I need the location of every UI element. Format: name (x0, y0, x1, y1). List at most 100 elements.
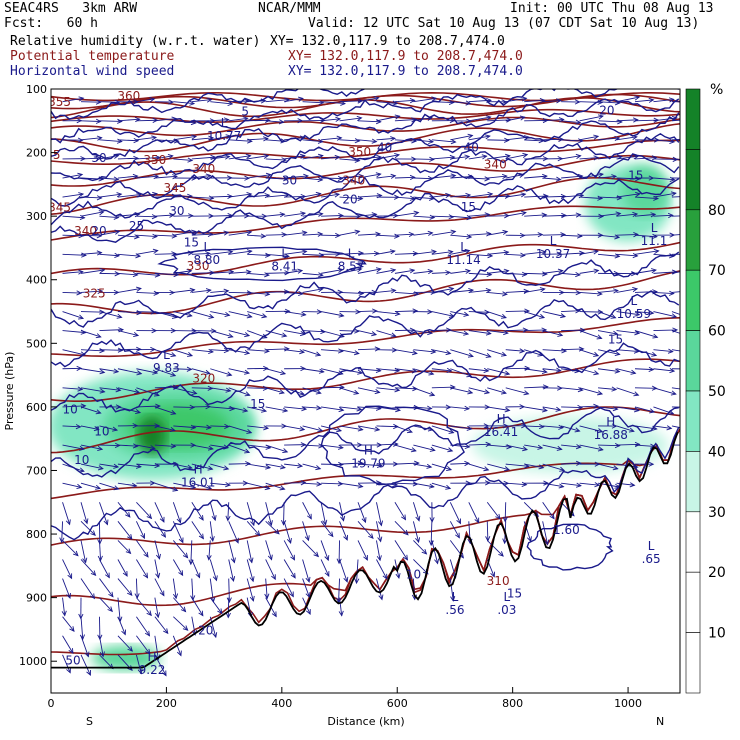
wind-vector-shaft (542, 177, 561, 181)
wind-vector-760 (579, 444, 604, 452)
wind-vector-head (261, 407, 268, 413)
wind-vector-shaft (579, 349, 599, 357)
wind-vector-head (411, 350, 418, 356)
wind-vector-head (246, 428, 253, 434)
wind-vector-shaft (246, 578, 254, 601)
wind-vector-773 (598, 288, 619, 294)
wind-vector-213 (191, 173, 212, 179)
y-tick-label-3: 400 (26, 274, 47, 287)
wind-vector-shaft (99, 230, 120, 236)
wind-vector-head (427, 269, 434, 275)
wind-vector-175 (154, 578, 165, 597)
wind-vector-head (429, 214, 436, 220)
wind-vector-head (134, 234, 140, 240)
y-tick-label-6: 700 (26, 464, 47, 477)
wind-vector-head (286, 537, 292, 544)
wind-vector-head (450, 139, 457, 145)
wind-vector-131 (136, 309, 157, 315)
wind-vector-head (411, 117, 417, 123)
wind-vector-shaft (671, 158, 680, 160)
wind-vector-head (159, 516, 165, 523)
wind-vector-shaft (210, 482, 230, 486)
field-theta-xy: XY= 132.0,117.9 to 208.7,474.0 (288, 49, 523, 64)
wind-vector-392 (302, 481, 323, 487)
wind-vector-head (373, 250, 380, 257)
wind-vector-693 (524, 463, 545, 470)
wind-vector-head (224, 423, 230, 429)
wind-vector-498 (376, 521, 383, 543)
wind-vector-200 (173, 482, 197, 490)
wind-vector-shaft (62, 502, 71, 525)
wind-vector-shaft (413, 540, 427, 555)
wind-vector-29 (62, 654, 71, 674)
wind-vector-head (597, 428, 604, 434)
wind-vector-15 (62, 386, 84, 392)
wind-vector-head (357, 369, 364, 375)
wind-vector-39 (80, 268, 106, 274)
wind-vector-618 (468, 387, 491, 395)
wind-vector-shaft (228, 311, 252, 318)
wind-vector-head (186, 268, 193, 274)
wind-vector-shaft (579, 387, 603, 395)
wind-vector-head (526, 536, 532, 543)
wind-vector-492 (376, 406, 402, 413)
wind-vector-shaft (376, 250, 395, 255)
wind-vector-shaft (671, 291, 680, 293)
wind-vector-shaft (542, 502, 555, 519)
wind-vector-head (340, 515, 346, 522)
wind-vector-168 (154, 443, 177, 449)
wind-vector-shaft (80, 330, 101, 338)
wind-vector-205 (172, 578, 179, 600)
wind-vector-head (450, 595, 456, 602)
colorbar-tick-0: 10 (708, 626, 726, 642)
wind-vector-84 (99, 559, 110, 579)
wind-vector-shaft (616, 96, 640, 103)
wind-vector-73 (99, 347, 124, 353)
wind-vector-shaft (62, 193, 84, 198)
wind-vector-591 (450, 368, 473, 378)
wind-vector-479 (376, 153, 401, 160)
wind-vector-196 (173, 404, 196, 410)
wind-vector-shaft (357, 406, 381, 410)
wind-vector-800 (616, 406, 640, 413)
wind-vector-head (361, 517, 367, 524)
wind-vector-688 (524, 368, 548, 375)
wind-vector-head (300, 311, 307, 317)
wind-vector-head (338, 407, 345, 413)
plot-frame (50, 88, 681, 694)
wind-vector-shaft (154, 559, 159, 578)
wind-vector-390 (302, 443, 324, 449)
wind-vector-468 (357, 425, 381, 432)
wind-vector-head (448, 312, 455, 318)
wind-vector-789 (616, 191, 641, 198)
wind-vector-head (95, 409, 102, 415)
wind-vector-head (169, 426, 176, 433)
wind-vector-shaft (468, 311, 489, 313)
wind-vector-shaft (191, 311, 214, 318)
wind-vector-head (227, 100, 234, 107)
wind-vector-740 (561, 482, 582, 488)
wind-vector-shaft (394, 462, 419, 465)
wind-vector-head (502, 229, 509, 235)
wind-vector-head (670, 390, 677, 396)
wind-vector-216 (191, 231, 214, 238)
wind-vector-656 (505, 192, 527, 198)
wind-vector-361 (283, 387, 305, 396)
wind-vector-426 (339, 138, 361, 144)
wind-vector-shaft (80, 616, 84, 640)
wind-vector-shaft (228, 117, 248, 122)
wind-vector-head (653, 248, 660, 255)
wind-vector-20 (62, 482, 83, 489)
wind-vector-602 (449, 578, 456, 602)
theta-contour-18 (51, 428, 680, 656)
wind-vector-head (317, 153, 324, 159)
wind-vector-shaft (99, 540, 102, 561)
theta-contour-6 (51, 139, 680, 165)
wind-vector-799 (616, 387, 640, 397)
wind-vector-shaft (524, 329, 547, 332)
wind-vector-shaft (228, 231, 252, 236)
wind-vector-shaft (154, 482, 178, 491)
wind-vector-645 (487, 463, 511, 472)
wind-vector-head (464, 154, 471, 160)
wind-vector-head (182, 625, 189, 631)
